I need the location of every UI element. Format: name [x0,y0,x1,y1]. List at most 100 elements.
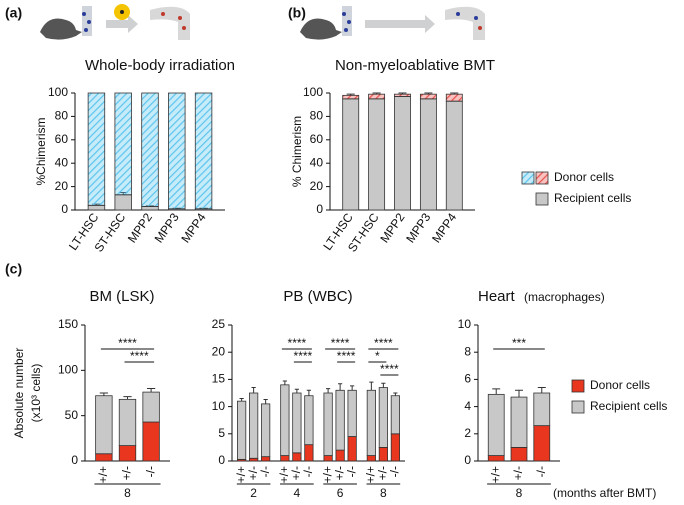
group-label: 8 [124,486,131,500]
bar-segment [419,93,437,100]
bar-segment [487,455,505,462]
bar-segment [394,93,411,97]
error-bar [424,92,433,95]
bar-segment [261,403,271,458]
y-tick-label: 150 [58,317,78,331]
bar-segment [95,453,113,462]
error-bar [251,387,256,393]
x-tick-label: -/- [344,466,358,477]
bar-segment [347,389,357,437]
error-bar [294,388,299,393]
x-tick-label: -/- [143,466,157,477]
x-tick-label: +/+ [364,466,378,483]
bar-segment [87,204,106,211]
legend-label: Recipient cells [554,191,631,205]
y-tick-label: 50 [65,408,79,422]
x-tick-label: MPP2 [125,210,155,245]
error-bar [239,397,244,402]
y-tick-label: 0 [464,453,471,467]
y-tick-label: 6 [464,372,471,386]
x-tick-label: +/- [120,466,134,480]
x-tick-label: +/+ [96,466,110,483]
bar-segment [280,455,290,462]
y-axis-unit: (x10³ cells) [29,364,43,423]
chart-subtitle: (macrophages) [524,290,605,304]
significance-label: * [375,349,380,363]
bar-segment [445,100,463,211]
bar-segment [323,392,333,456]
group-label: 8 [380,486,387,500]
y-tick-label: 10 [212,399,226,413]
bar-segment [335,389,345,451]
bar-segment [366,389,376,456]
y-tick-label: 60 [55,132,69,146]
bar-segment [419,98,437,211]
bar-segment [87,92,106,206]
bar-segment [292,452,302,462]
bar-segment [141,92,159,207]
error-bar [450,92,459,95]
significance-label: *** [512,336,526,350]
bar-segment [304,395,314,446]
bar-segment [342,98,360,211]
x-tick-label: -/- [301,466,315,477]
error-bar [393,392,398,396]
y-tick-label: 100 [48,85,68,99]
chart-title: Whole-body irradiation [85,57,235,74]
bar-segment [347,436,357,462]
y-tick-label: 20 [212,344,226,358]
y-tick-label: 0 [71,453,78,467]
legend-label: Donor cells [554,170,614,184]
bar-segment [237,400,247,460]
group-label: 4 [294,486,301,500]
bar-segment [390,433,400,462]
y-tick-label: 0 [218,453,225,467]
error-bar [123,396,132,400]
error-bar [515,389,523,398]
x-axis-label: (months after BMT) [553,486,656,500]
bar-segment [533,392,551,427]
error-bar [350,385,355,391]
y-tick-label: 40 [55,155,69,169]
bar-segment [335,449,345,462]
y-tick-label: 20 [310,179,324,193]
x-tick-label: -/- [534,466,548,477]
significance-label: **** [331,336,350,350]
bar-segment [342,94,360,100]
panel-label: (b) [288,5,306,21]
y-tick-label: 20 [55,179,69,193]
error-bar [99,392,109,396]
significance-label: **** [118,336,137,350]
significance-label: **** [337,349,356,363]
significance-label: **** [288,336,307,350]
significance-label: **** [130,349,149,363]
x-tick-label: -/- [258,466,272,477]
bar-segment [194,92,213,210]
x-tick-label: +/- [332,466,346,480]
x-tick-label: +/+ [488,466,502,483]
panel-label: (c) [5,261,22,277]
bar-segment [394,96,411,211]
bar-segment [114,194,132,211]
legend-swatch [521,171,535,185]
y-tick-label: 4 [464,399,471,413]
y-tick-label: 5 [218,426,225,440]
y-axis-label: Absolute number [12,348,26,439]
error-bar [537,387,546,393]
chart-title: Heart [478,288,516,305]
bar-segment [292,392,302,454]
bar-segment [142,421,160,462]
x-tick-label: +/+ [277,466,291,483]
significance-label: **** [294,349,313,363]
x-tick-label: +/- [511,466,525,480]
chart-title: Non-myeloablative BMT [335,57,495,74]
schematic-b [300,6,485,41]
error-bar [492,388,501,395]
error-bar [263,399,268,404]
error-bar [381,382,386,388]
significance-label: **** [374,336,393,350]
chart-title: PB (WBC) [283,288,352,305]
group-label: 8 [516,486,523,500]
bar-segment [141,206,159,211]
bar-segment [280,384,290,456]
